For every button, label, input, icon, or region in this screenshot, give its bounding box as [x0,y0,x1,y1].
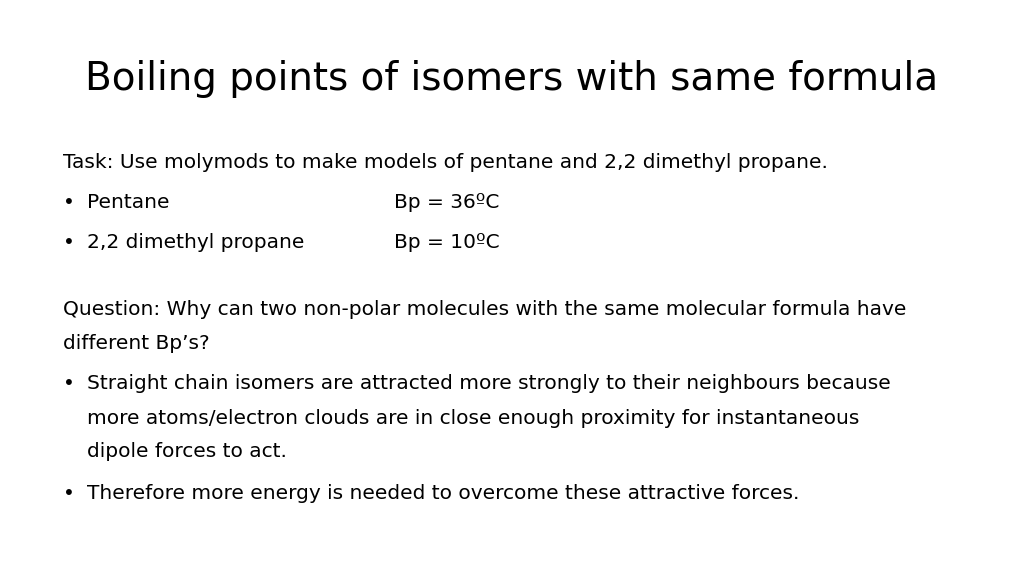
Text: more atoms/electron clouds are in close enough proximity for instantaneous: more atoms/electron clouds are in close … [87,409,859,428]
Text: Bp = 10ºC: Bp = 10ºC [394,233,500,252]
Text: Therefore more energy is needed to overcome these attractive forces.: Therefore more energy is needed to overc… [87,484,800,503]
Text: Boiling points of isomers with same formula: Boiling points of isomers with same form… [85,60,939,98]
Text: •: • [63,484,76,503]
Text: 2,2 dimethyl propane: 2,2 dimethyl propane [87,233,304,252]
Text: Question: Why can two non-polar molecules with the same molecular formula have: Question: Why can two non-polar molecule… [63,300,907,319]
Text: Bp = 36ºC: Bp = 36ºC [394,193,500,212]
Text: •: • [63,233,76,252]
Text: •: • [63,374,76,393]
Text: different Bp’s?: different Bp’s? [63,334,210,353]
Text: Straight chain isomers are attracted more strongly to their neighbours because: Straight chain isomers are attracted mor… [87,374,891,393]
Text: dipole forces to act.: dipole forces to act. [87,442,287,461]
Text: Pentane: Pentane [87,193,170,212]
Text: •: • [63,193,76,212]
Text: Task: Use molymods to make models of pentane and 2,2 dimethyl propane.: Task: Use molymods to make models of pen… [63,153,828,172]
